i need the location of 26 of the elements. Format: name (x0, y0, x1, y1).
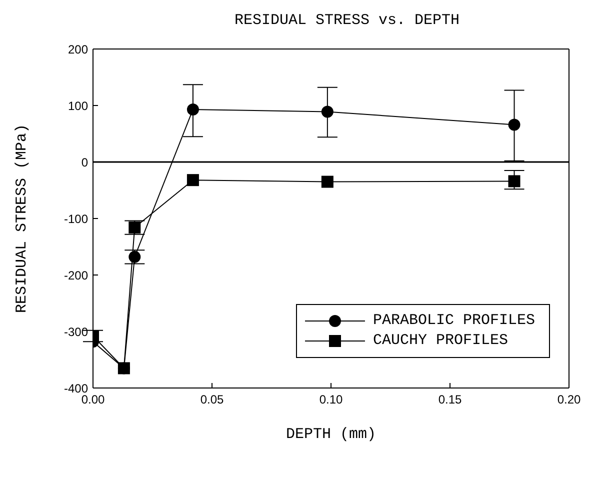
y-axis-title: RESIDUAL STRESS (MPa) (13, 124, 30, 314)
point (321, 176, 334, 188)
x-tick-label: 0.00 (81, 392, 105, 407)
point (186, 103, 199, 116)
point (508, 175, 520, 188)
y-tick-label: -400 (64, 381, 88, 396)
x-tick-label: 0.05 (200, 392, 224, 407)
legend-label: PARABOLIC PROFILES (372, 311, 535, 331)
legend-label: CAUCHY PROFILES (372, 331, 508, 351)
point (321, 106, 334, 118)
y-tick-label: -100 (64, 212, 88, 226)
y-tick-label: -200 (64, 268, 88, 282)
x-tick-label: 0.15 (438, 392, 462, 407)
point (128, 222, 141, 234)
chart-title: RESIDUAL STRESS vs. DEPTH (233, 12, 461, 29)
y-tick-label: 200 (68, 42, 88, 56)
point (186, 174, 199, 186)
y-tick-label: 100 (68, 98, 88, 113)
point (508, 118, 520, 131)
y-tick-label: 0 (81, 155, 88, 170)
x-axis-title: DEPTH (mm) (286, 426, 376, 443)
point (118, 362, 130, 374)
y-tick-label: -300 (64, 324, 88, 339)
x-tick-label: 0.20 (557, 392, 581, 407)
point (128, 250, 141, 263)
x-tick-label: 0.10 (319, 392, 343, 407)
